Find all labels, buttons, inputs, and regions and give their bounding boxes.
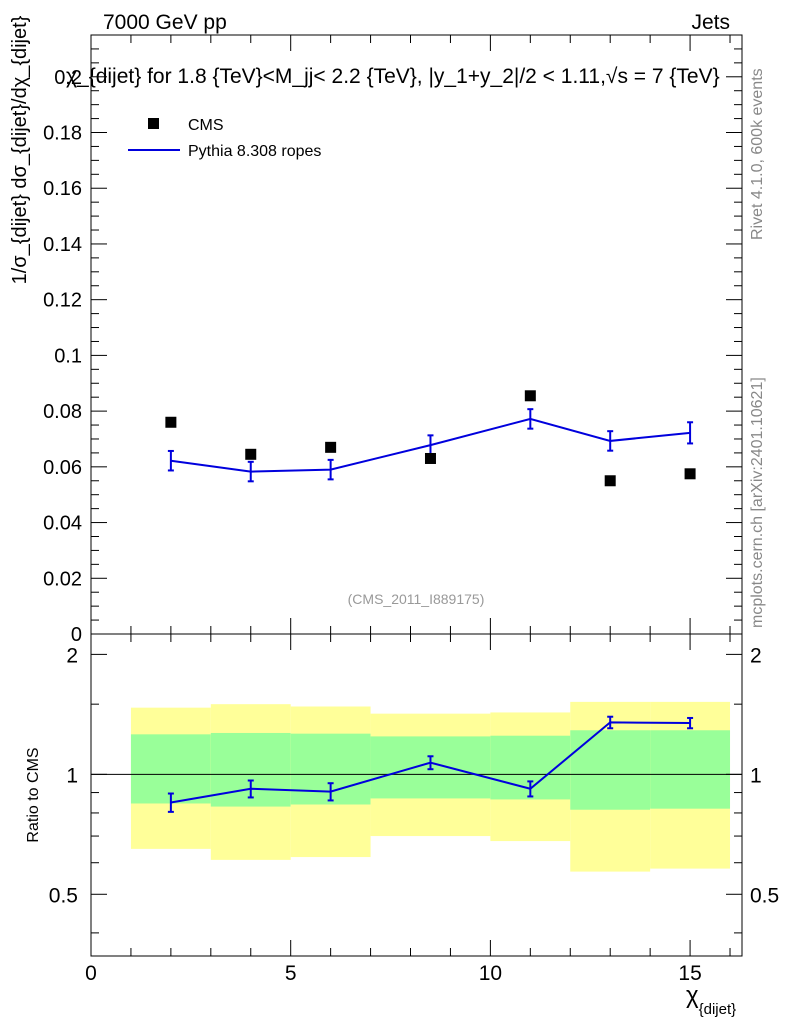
y-tick-label-main: 0 bbox=[71, 624, 82, 646]
cms-data-point bbox=[604, 475, 616, 487]
cms-data-point bbox=[165, 416, 177, 428]
x-tick-label: 15 bbox=[678, 962, 701, 985]
mc-series-main bbox=[167, 408, 694, 483]
band-inner bbox=[570, 730, 651, 810]
y-tick-label-main: 0.16 bbox=[43, 178, 82, 200]
axis-ticks bbox=[90, 35, 742, 956]
y-tick-label-main: 0.08 bbox=[43, 401, 82, 423]
x-axis-label-sub: {dijet} bbox=[699, 1001, 737, 1018]
cms-series-main bbox=[165, 390, 696, 487]
y-tick-label-ratio-left: 2 bbox=[66, 644, 78, 667]
x-tick-label: 0 bbox=[85, 962, 97, 985]
plot-title: χ_{dijet} for 1.8 {TeV}<M_jj< 2.2 {TeV},… bbox=[66, 65, 720, 88]
tick-labels: 0 5 10 15 0 0.02 0.04 0.06 0.08 0.1 0.12 0.14 0.16 0.… bbox=[43, 67, 779, 985]
band-inner bbox=[130, 734, 211, 804]
analysis-id: (CMS_2011_I889175) bbox=[348, 591, 485, 607]
y-tick-label-ratio-left: 0.5 bbox=[49, 884, 78, 907]
ratio-frame bbox=[90, 633, 743, 957]
cms-data-point bbox=[524, 390, 536, 402]
y-tick-label-main: 0.14 bbox=[43, 234, 82, 256]
x-tick-label: 10 bbox=[479, 962, 502, 985]
cms-data-point bbox=[424, 452, 436, 464]
y-tick-label-ratio-left: 1 bbox=[66, 764, 78, 787]
y-tick-label-main: 0.2 bbox=[54, 67, 82, 89]
y-tick-label-ratio-right: 0.5 bbox=[750, 884, 779, 907]
y-tick-label-main: 0.12 bbox=[43, 290, 82, 312]
y-tick-label-main: 0.04 bbox=[43, 513, 82, 535]
legend-mc-label: Pythia 8.308 ropes bbox=[188, 143, 321, 160]
y-tick-label-ratio-right: 1 bbox=[750, 764, 762, 787]
legend-cms-marker bbox=[148, 118, 159, 129]
y-axis-label-ratio: Ratio to CMS bbox=[25, 747, 42, 842]
legend: CMS Pythia 8.308 ropes bbox=[128, 117, 321, 160]
mcplots-label: mcplots.cern.ch [arXiv:2401.10621] bbox=[749, 377, 766, 628]
header-left: 7000 GeV pp bbox=[103, 11, 227, 34]
cms-data-point bbox=[325, 441, 337, 453]
y-tick-label-main: 0.1 bbox=[54, 345, 82, 367]
rivet-label: Rivet 4.1.0, 600k events bbox=[749, 68, 766, 240]
cms-data-point bbox=[245, 448, 257, 460]
y-tick-label-main: 0.02 bbox=[43, 568, 82, 590]
header-right: Jets bbox=[691, 11, 730, 34]
x-tick-label: 5 bbox=[285, 962, 297, 985]
cms-data-point bbox=[684, 468, 696, 480]
mc-series-ratio bbox=[167, 715, 694, 813]
y-tick-label-main: 0.18 bbox=[43, 123, 82, 145]
y-tick-label-main: 0.06 bbox=[43, 457, 82, 479]
band-inner bbox=[650, 730, 731, 809]
y-axis-label-main: 1/σ_{dijet} dσ_{dijet}/dχ_{dijet} bbox=[9, 15, 31, 284]
ratio-bands bbox=[130, 701, 731, 872]
x-axis-label: χ{dijet} bbox=[686, 982, 736, 1018]
legend-cms-label: CMS bbox=[188, 117, 224, 134]
x-axis-label-chi: χ bbox=[686, 982, 699, 1009]
y-tick-label-ratio-right: 2 bbox=[750, 644, 762, 667]
